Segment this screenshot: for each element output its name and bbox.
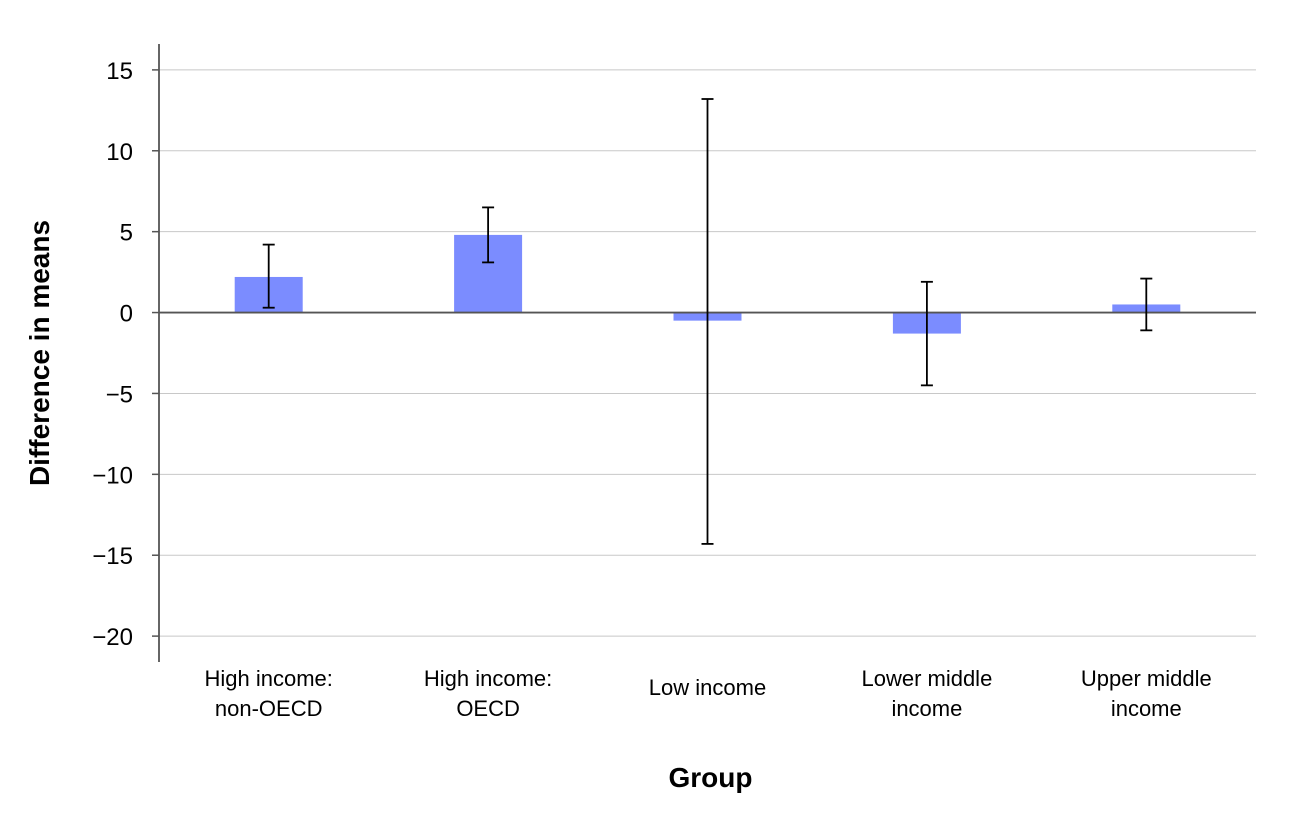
- x-category-label: Upper middle income: [1081, 666, 1212, 721]
- y-tick-label: 10: [106, 139, 133, 166]
- y-tick-label: 5: [120, 220, 133, 247]
- x-category-label: Lower middle income: [861, 666, 992, 721]
- y-tick-labels: 15 10 5 0 −5 −10 −15 −20: [92, 58, 133, 651]
- x-category-label: High income: non-OECD: [205, 666, 333, 721]
- x-category-labels: High income: non-OECD High income: OECD Low …: [205, 666, 1212, 721]
- y-tick-label: −20: [92, 624, 133, 651]
- error-bars: [262, 98, 1153, 545]
- y-tick-label: 15: [106, 58, 133, 85]
- y-tick-label: 0: [120, 301, 133, 328]
- gridlines: [152, 69, 1256, 637]
- x-category-label: Low income: [649, 675, 766, 700]
- y-tick-label: −10: [92, 462, 133, 489]
- y-tick-label: −15: [92, 543, 133, 570]
- x-category-label: High income: OECD: [424, 666, 552, 721]
- y-tick-label: −5: [106, 381, 133, 408]
- y-axis-title: Difference in means: [24, 220, 55, 486]
- x-axis-title: Group: [669, 762, 753, 793]
